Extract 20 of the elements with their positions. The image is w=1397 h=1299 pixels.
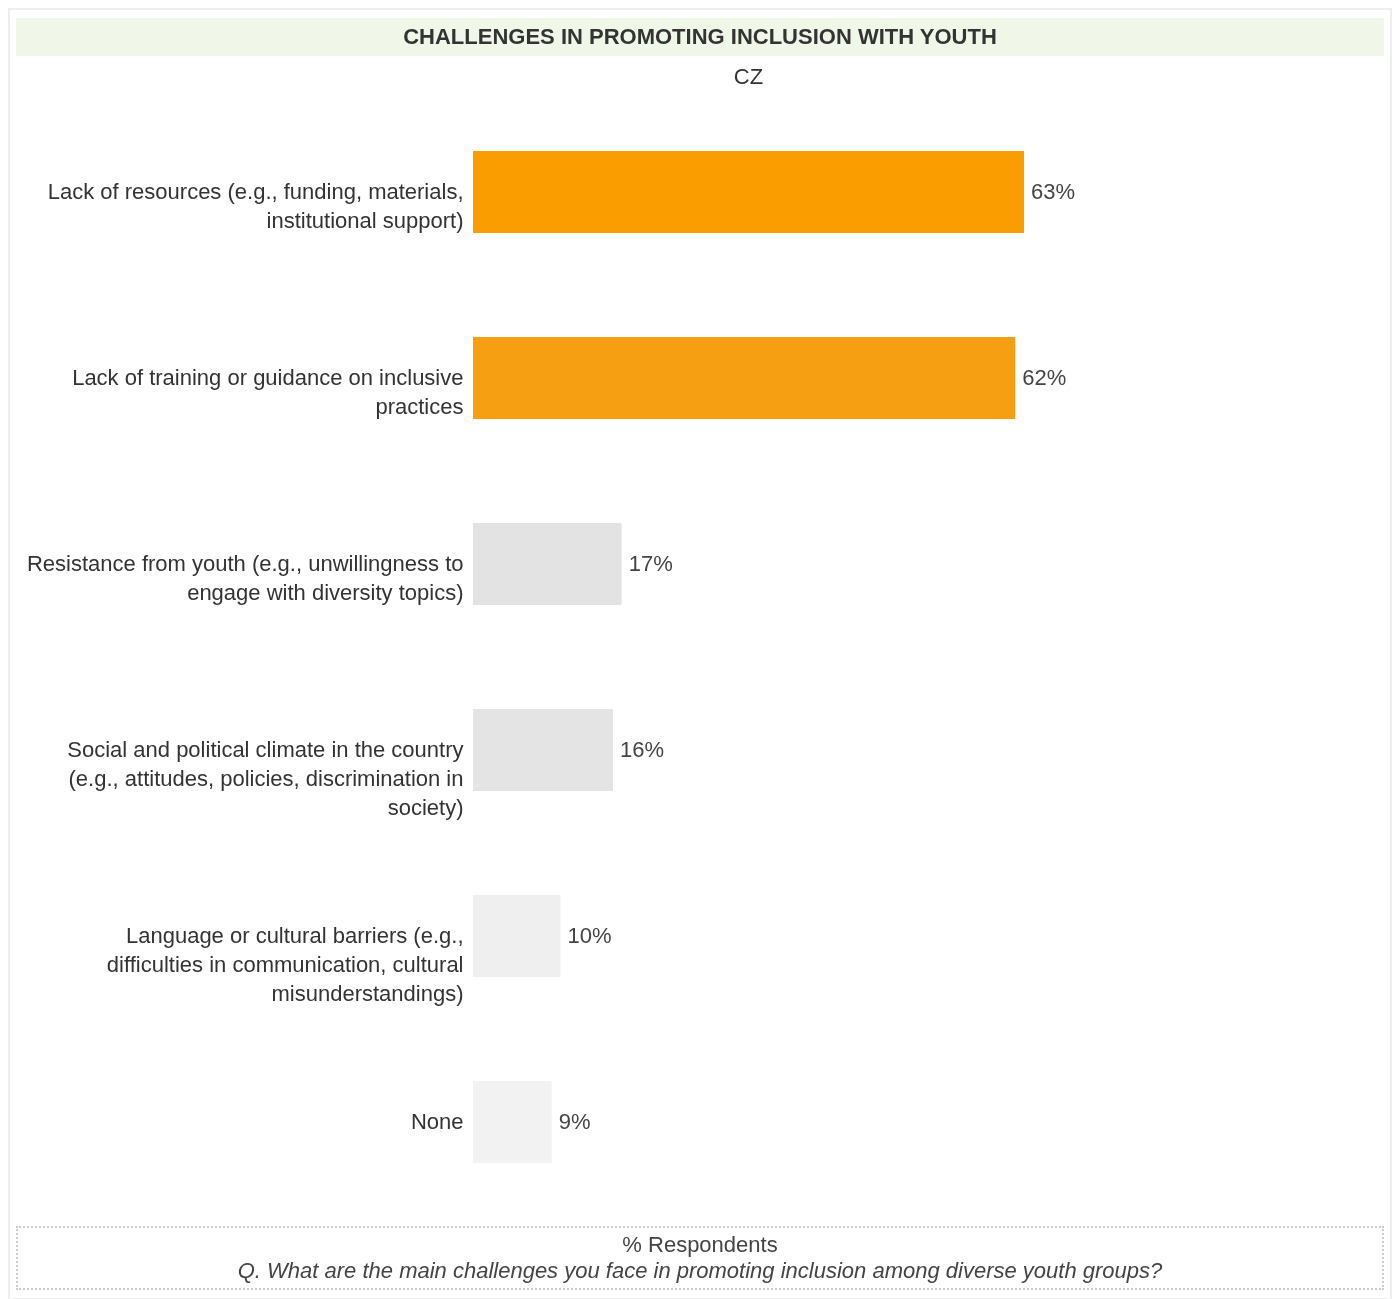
data-label: 63% — [1031, 179, 1076, 204]
y-tick-label: Social and political climate in the country (e.g., attitudes, policies, discrimination in society) — [67, 737, 464, 820]
text: Q. What are the main challenges you face in promoting inclusion among diverse youth groups? — [236, 1258, 1164, 1284]
data-label: 62% — [1022, 365, 1067, 390]
y-tick-label: Resistance from youth (e.g., unwillingness to engage with diversity topics) — [26, 551, 464, 605]
y-tick-label: None — [410, 1109, 464, 1134]
bar — [473, 523, 622, 605]
data-label: 9% — [558, 1109, 591, 1134]
bar — [473, 337, 1016, 419]
data-label: 17% — [628, 551, 673, 576]
data-label: 16% — [619, 737, 664, 762]
y-tick-label: Lack of resources (e.g., funding, materials, institutional support) — [47, 179, 464, 233]
chart-subtitle: CZ — [733, 64, 764, 89]
y-tick-label: Language or cultural barriers (e.g., difficulties in communication, cultural misunderstandings) — [106, 923, 464, 1006]
chart-title: CHALLENGES IN PROMOTING INCLUSION WITH YOUTH — [16, 18, 1384, 56]
y-tick-label: Lack of training or guidance on inclusive practices — [72, 365, 464, 419]
bar — [473, 709, 613, 791]
text: % Respondents — [621, 1232, 779, 1258]
bar — [473, 151, 1024, 233]
data-label: 10% — [567, 923, 612, 948]
